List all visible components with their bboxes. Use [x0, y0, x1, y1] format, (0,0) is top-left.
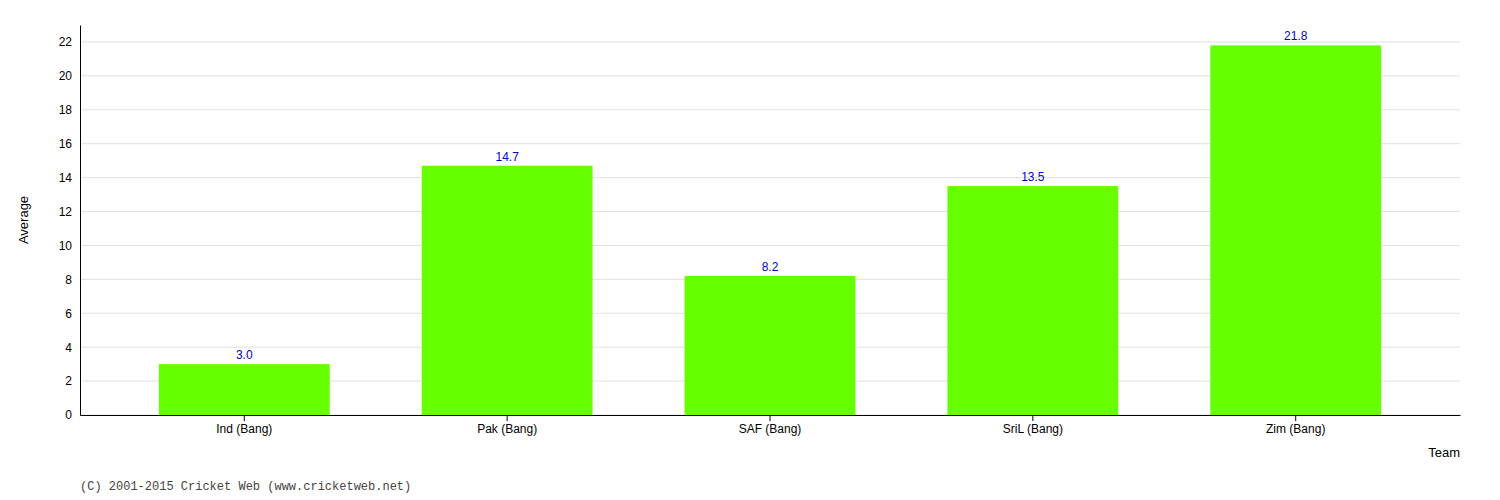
x-tick-label: Zim (Bang) — [1266, 422, 1325, 436]
y-axis-line — [80, 26, 81, 416]
y-tick: 0 — [65, 408, 80, 422]
y-tick-label: 12 — [59, 205, 73, 219]
x-tick-mark — [244, 415, 245, 421]
plot-area — [159, 45, 1381, 415]
y-tick-label: 20 — [59, 69, 73, 83]
x-tick-label: Pak (Bang) — [477, 422, 537, 436]
chart-svg: 3.0 14.7 8.2 13.5 21.8 0 2 4 6 8 10 12 14 16 18 20 22 Ind… — [0, 0, 1500, 500]
x-tick-mark — [1032, 415, 1033, 421]
bar — [159, 364, 330, 415]
x-tick-label: SAF (Bang) — [739, 422, 802, 436]
footer-text: (C) 2001-2015 Cricket Web (www.cricketwe… — [80, 480, 411, 494]
x-axis-title: Team — [1428, 445, 1460, 460]
x-tick: SriL (Bang) — [1003, 415, 1063, 436]
y-tick-label: 16 — [59, 137, 73, 151]
y-tick: 16 — [59, 137, 80, 151]
data-label: 8.2 — [762, 260, 779, 274]
y-tick: 20 — [59, 69, 80, 83]
x-tick-mark — [770, 415, 771, 421]
y-axis-title: Average — [16, 196, 31, 244]
grid-line — [80, 41, 1460, 42]
y-tick: 8 — [65, 273, 80, 287]
y-tick-label: 22 — [59, 35, 73, 49]
y-tick: 14 — [59, 171, 80, 185]
y-tick-label: 0 — [65, 408, 72, 422]
chart-container: 3.0 14.7 8.2 13.5 21.8 0 2 4 6 8 10 12 14 16 18 20 22 Ind… — [0, 0, 1500, 500]
y-tick-label: 4 — [65, 341, 72, 355]
x-tick: Ind (Bang) — [216, 415, 272, 436]
data-label: 14.7 — [495, 150, 519, 164]
y-tick-label: 14 — [59, 171, 73, 185]
bar — [685, 276, 856, 415]
data-label: 3.0 — [236, 348, 253, 362]
y-tick: 18 — [59, 103, 80, 117]
x-tick: Zim (Bang) — [1266, 415, 1325, 436]
data-label: 13.5 — [1021, 170, 1045, 184]
x-tick-mark — [1295, 415, 1296, 421]
x-tick-mark — [507, 415, 508, 421]
y-tick: 12 — [59, 205, 80, 219]
x-tick: SAF (Bang) — [739, 415, 802, 436]
y-tick: 4 — [65, 341, 80, 355]
y-tick-label: 18 — [59, 103, 73, 117]
x-axis: Ind (Bang) Pak (Bang) SAF (Bang) SriL (Bang… — [81, 415, 1461, 436]
data-label: 21.8 — [1284, 29, 1308, 43]
y-tick: 10 — [59, 239, 80, 253]
y-axis: 0 2 4 6 8 10 12 14 16 18 20 22 — [59, 26, 81, 423]
y-tick: 6 — [65, 307, 80, 321]
y-tick-label: 10 — [59, 239, 73, 253]
y-tick-label: 2 — [65, 374, 72, 388]
y-tick-label: 6 — [65, 307, 72, 321]
bar — [947, 186, 1118, 415]
data-labels: 3.0 14.7 8.2 13.5 21.8 — [236, 29, 1308, 362]
x-tick: Pak (Bang) — [477, 415, 537, 436]
x-tick-label: Ind (Bang) — [216, 422, 272, 436]
x-tick-label: SriL (Bang) — [1003, 422, 1063, 436]
y-tick: 22 — [59, 35, 80, 49]
bar — [422, 166, 593, 415]
y-tick: 2 — [65, 374, 80, 388]
y-tick-label: 8 — [65, 273, 72, 287]
bar — [1210, 45, 1381, 415]
grid — [80, 42, 1460, 415]
